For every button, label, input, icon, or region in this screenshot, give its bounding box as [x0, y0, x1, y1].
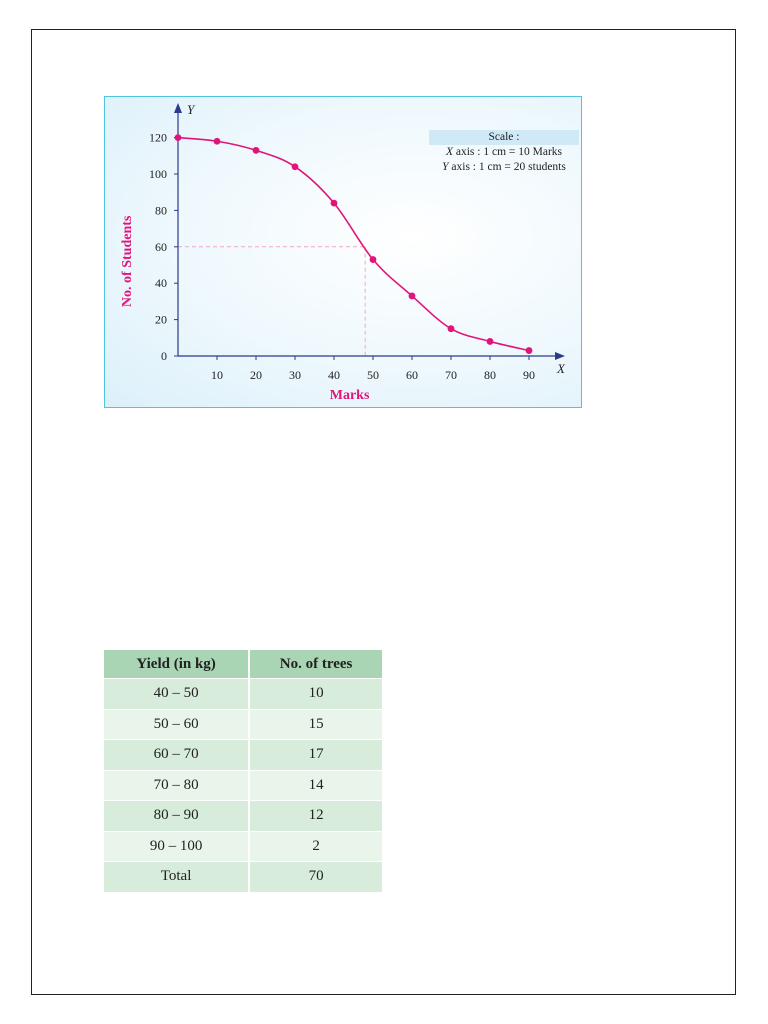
y-tick-label-80: 80 [155, 203, 167, 217]
scale-note: Scale : X axis : 1 cm = 10 Marks Y axis … [429, 130, 579, 175]
data-point-70 [447, 325, 455, 333]
chart-panel: X Y 10 20 30 40 50 60 70 80 90 0 20 40 60 80 100 120 Marks… [104, 96, 582, 408]
x-tick-label-60: 60 [406, 368, 418, 382]
y-tick-label-0: 0 [161, 349, 167, 363]
table-row: 40 – 50 10 [104, 678, 382, 709]
y-tick-label-40: 40 [155, 276, 167, 290]
table-row: 60 – 70 17 [104, 739, 382, 770]
scale-y-text: axis : 1 cm = 20 students [448, 161, 566, 173]
scale-x-line: X axis : 1 cm = 10 Marks [429, 145, 579, 160]
ogive-curve [177, 136, 530, 352]
table-row: 70 – 80 14 [104, 769, 382, 801]
table-cell-total-label: Total [104, 861, 251, 892]
table-cell-total-value: 70 [249, 861, 382, 892]
yield-table: Yield (in kg) No. of trees 40 – 50 10 50 … [104, 650, 382, 892]
table-header-trees: No. of trees [249, 650, 382, 679]
x-tick-label-20: 20 [250, 368, 262, 382]
table-cell-trees: 14 [249, 769, 382, 801]
table-header-row: Yield (in kg) No. of trees [104, 650, 382, 679]
y-axis-title: No. of Students [120, 215, 135, 307]
x-axis-letter: X [556, 361, 566, 376]
scale-y-prefix: Y [442, 161, 449, 173]
data-point-10 [213, 137, 221, 145]
y-tick-label-60: 60 [155, 240, 167, 254]
data-point-50 [369, 256, 377, 263]
table-header-yield: Yield (in kg) [104, 650, 251, 679]
x-tick-label-40: 40 [328, 368, 340, 382]
table-row: 90 – 100 2 [104, 830, 382, 862]
table-cell-trees: 10 [249, 678, 382, 709]
data-point-60 [408, 292, 416, 300]
table-row: 50 – 60 15 [104, 708, 382, 740]
page-frame [31, 29, 736, 995]
table-cell-yield: 40 – 50 [104, 678, 251, 709]
table-row: 80 – 90 12 [104, 800, 382, 831]
table-cell-yield: 90 – 100 [104, 830, 251, 862]
table-cell-trees: 17 [249, 739, 382, 770]
x-axis-arrow [555, 352, 565, 360]
table-cell-yield: 80 – 90 [104, 800, 251, 831]
data-point-0 [174, 134, 182, 141]
table-row-total: Total 70 [104, 861, 382, 892]
x-tick-label-50: 50 [367, 368, 379, 382]
x-tick-label-80: 80 [484, 368, 496, 382]
y-axis-letter: Y [187, 102, 196, 117]
data-point-40 [330, 199, 338, 207]
table-cell-trees: 12 [249, 800, 382, 831]
y-tick-label-20: 20 [155, 313, 167, 327]
table-cell-yield: 60 – 70 [104, 739, 251, 770]
data-point-90 [525, 347, 533, 354]
table-cell-yield: 70 – 80 [104, 769, 251, 801]
table-cell-yield: 50 – 60 [104, 708, 251, 740]
y-tick-label-120: 120 [149, 131, 167, 145]
table-cell-trees: 15 [249, 708, 382, 740]
x-tick-label-90: 90 [523, 368, 535, 382]
y-axis-arrow [174, 103, 182, 113]
y-tick-label-100: 100 [149, 167, 167, 181]
scale-y-line: Y axis : 1 cm = 20 students [429, 160, 579, 175]
data-point-30 [291, 163, 299, 171]
data-point-80 [486, 338, 494, 345]
scale-x-prefix: X [445, 146, 453, 158]
scale-title: Scale : [429, 130, 579, 145]
data-point-20 [252, 146, 260, 154]
x-tick-label-30: 30 [289, 368, 301, 382]
scale-x-text: axis : 1 cm = 10 Marks [453, 146, 563, 158]
table-cell-trees: 2 [249, 830, 382, 862]
x-axis-title: Marks [330, 388, 370, 403]
x-tick-label-70: 70 [445, 368, 457, 382]
x-tick-label-10: 10 [211, 368, 223, 382]
